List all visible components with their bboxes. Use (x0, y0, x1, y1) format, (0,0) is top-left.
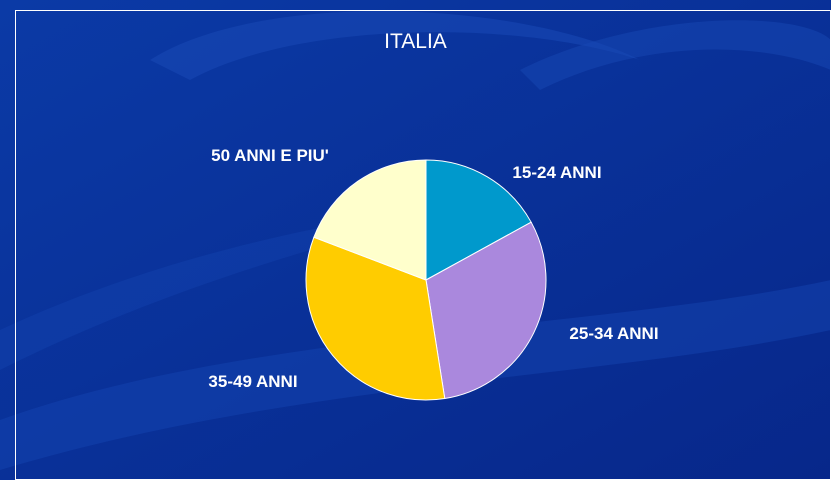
pie-slice (425, 159, 532, 281)
slice-label: 35-49 ANNI (208, 372, 298, 391)
pie-slice (305, 236, 446, 401)
slice-label: 50 ANNI E PIU' (211, 146, 329, 165)
swoosh (150, 11, 640, 80)
slice-label: 25-34 ANNI (569, 324, 659, 343)
pie-slice (313, 159, 427, 281)
pie (305, 159, 547, 401)
swoosh (520, 20, 831, 91)
pie-slice (425, 221, 547, 400)
slice-label: 15-24 ANNI (512, 163, 602, 182)
chart-title: ITALIA (384, 30, 447, 53)
